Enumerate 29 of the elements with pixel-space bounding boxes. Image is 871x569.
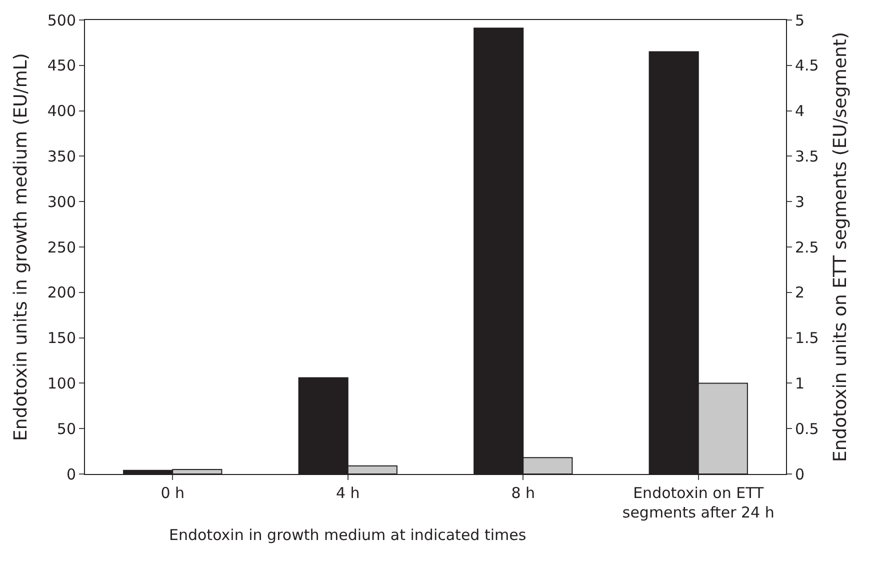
y-tick-label: 500 — [47, 11, 76, 30]
y-tick-label: 150 — [47, 329, 76, 348]
x-axis-title: Endotoxin in growth medium at indicated times — [169, 526, 526, 544]
y2-tick-label: 5 — [795, 11, 805, 30]
y2-tick-label: 1 — [795, 374, 805, 392]
y-tick-label: 450 — [47, 56, 76, 75]
y-axis-title: Endotoxin units in growth medium (EU/mL) — [10, 53, 32, 441]
y2-tick-label: 2 — [795, 284, 805, 302]
x-tick-label: Endotoxin on ETT segments after 24 h — [622, 484, 774, 522]
y2-tick-label: 3 — [795, 192, 805, 211]
x-tick-label: 4 h — [336, 484, 360, 502]
y2-tick-label: 4 — [795, 102, 805, 120]
y-tick-label: 50 — [56, 420, 76, 438]
y2-tick-label: 4.5 — [795, 56, 819, 75]
y2-tick-label: 1.5 — [795, 329, 819, 348]
x-tick-label: 0 h — [160, 484, 185, 502]
y-tick-label: 0 — [66, 465, 76, 484]
y-tick-label: 250 — [47, 238, 76, 256]
y2-tick-label: 2.5 — [795, 238, 819, 256]
y-tick-label: 350 — [47, 147, 76, 166]
y-tick-label: 400 — [47, 102, 76, 120]
x-tick-label: 8 h — [511, 484, 536, 502]
y-tick-label: 300 — [47, 192, 76, 211]
y-tick-label: 200 — [47, 284, 76, 302]
y2-tick-label: 0.5 — [795, 420, 819, 438]
y2-tick-label: 3.5 — [795, 147, 819, 166]
y-tick-label: 100 — [47, 374, 76, 392]
y2-tick-label: 0 — [795, 465, 805, 484]
y2-axis-title: Endotoxin units on ETT segments (EU/segment) — [830, 32, 851, 462]
